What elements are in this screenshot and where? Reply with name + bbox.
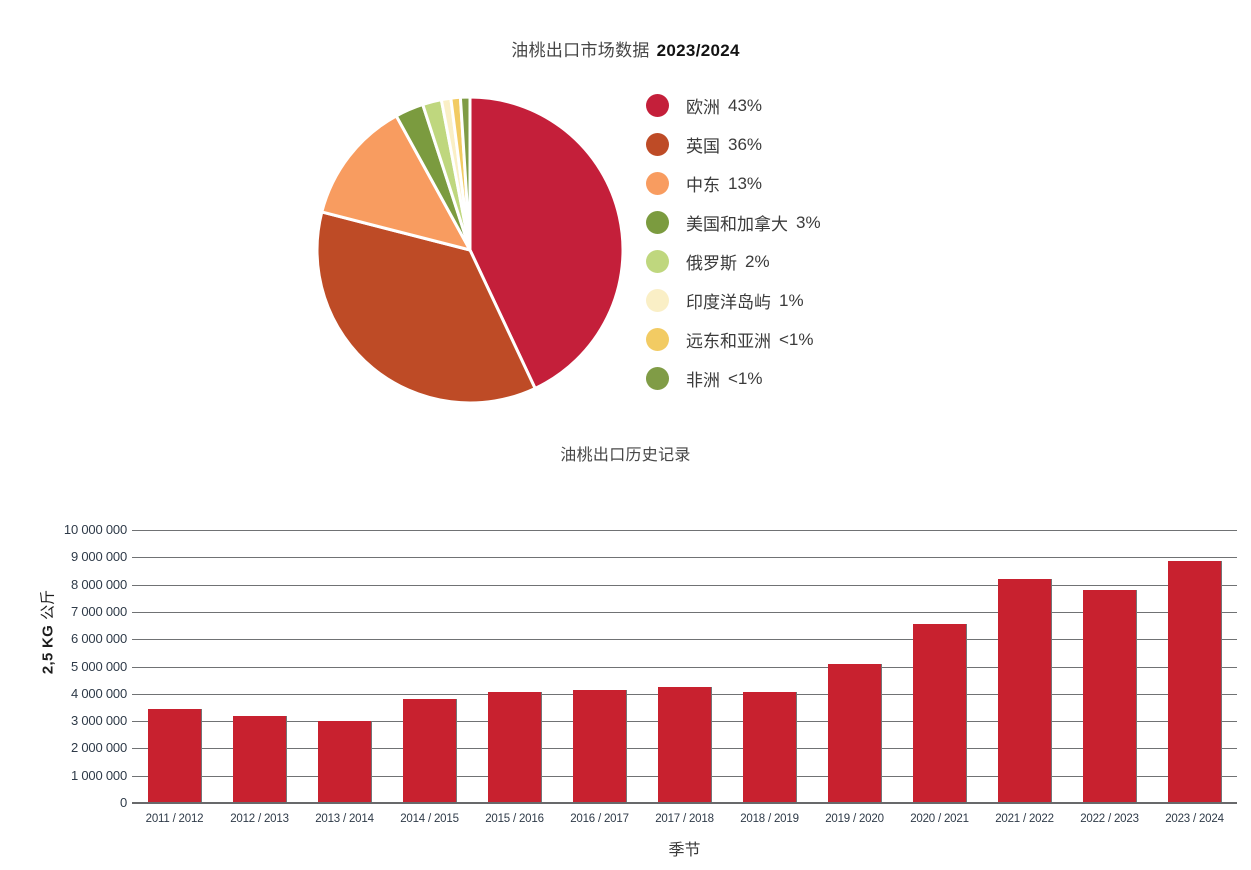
legend-label: 印度洋岛屿 bbox=[686, 293, 771, 312]
bar bbox=[1168, 561, 1222, 803]
y-tick-label: 1 000 000 bbox=[70, 767, 127, 783]
legend-item: 非洲 <1% bbox=[646, 367, 821, 390]
legend-value: <1% bbox=[728, 368, 763, 388]
y-tick-label: 4 000 000 bbox=[70, 685, 127, 701]
legend-swatch bbox=[646, 250, 669, 273]
legend-value: 1% bbox=[779, 290, 804, 310]
x-tick-label: 2011 / 2012 bbox=[145, 813, 204, 825]
legend-value: 36% bbox=[728, 134, 763, 154]
x-tick-label: 2014 / 2015 bbox=[400, 813, 459, 825]
bar bbox=[318, 721, 372, 803]
legend-item: 欧洲 43% bbox=[646, 94, 821, 117]
x-tick-label: 2023 / 2024 bbox=[1165, 813, 1224, 825]
y-tick-label: 5 000 000 bbox=[70, 658, 127, 674]
legend-label: 英国 bbox=[686, 137, 720, 156]
legend-label: 远东和亚洲 bbox=[686, 332, 771, 351]
x-tick-label: 2015 / 2016 bbox=[485, 813, 544, 825]
gridline bbox=[132, 584, 1237, 586]
bar bbox=[488, 692, 542, 803]
legend-swatch bbox=[646, 133, 669, 156]
gridline bbox=[132, 666, 1237, 668]
gridline bbox=[132, 611, 1237, 613]
legend-item: 远东和亚洲 <1% bbox=[646, 328, 821, 351]
y-tick-label: 9 000 000 bbox=[70, 549, 127, 565]
legend-value: <1% bbox=[779, 329, 814, 349]
x-tick-label: 2013 / 2014 bbox=[315, 813, 374, 825]
pie-chart bbox=[315, 95, 625, 405]
bar bbox=[998, 579, 1052, 803]
pie-slice-8 bbox=[458, 95, 472, 252]
legend-label: 美国和加拿大 bbox=[686, 215, 788, 234]
x-axis-tick-labels: 2011 / 2012 2012 / 2013 2013 / 2014 2014 / … bbox=[132, 813, 1237, 825]
y-tick-label: 6 000 000 bbox=[70, 631, 127, 647]
legend-item: 中东 13% bbox=[646, 172, 821, 195]
bar bbox=[573, 689, 627, 803]
pie-title-text: 油桃出口市场数据 bbox=[511, 41, 650, 60]
legend-item: 印度洋岛屿 1% bbox=[646, 289, 821, 312]
bar bbox=[658, 687, 712, 803]
pie-slice-3 bbox=[320, 114, 472, 252]
legend-swatch bbox=[646, 172, 669, 195]
x-tick-label: 2012 / 2013 bbox=[230, 813, 289, 825]
x-tick-label: 2020 / 2021 bbox=[910, 813, 969, 825]
x-axis-title: 季节 bbox=[668, 842, 701, 859]
legend-swatch bbox=[646, 211, 669, 234]
legend-swatch bbox=[646, 328, 669, 351]
legend-value: 43% bbox=[728, 95, 763, 115]
legend-label: 欧洲 bbox=[686, 98, 720, 117]
bar bbox=[403, 699, 457, 803]
x-tick-label: 2016 / 2017 bbox=[570, 813, 629, 825]
bar bbox=[148, 708, 202, 803]
legend-value: 3% bbox=[796, 212, 821, 232]
pie-legend: 欧洲 43% 英国 36% 中东 13% 美国和加拿大 3% 俄罗斯 2% 印度洋岛屿 1% 远东和亚洲… bbox=[646, 94, 821, 406]
x-axis-line bbox=[132, 802, 1237, 804]
pie-slice-1 bbox=[468, 95, 625, 390]
gridline bbox=[132, 530, 1237, 531]
legend-item: 俄罗斯 2% bbox=[646, 250, 821, 273]
x-tick-label: 2021 / 2022 bbox=[995, 813, 1054, 825]
legend-value: 13% bbox=[728, 173, 763, 193]
gridline bbox=[132, 557, 1237, 559]
pie-slice-2 bbox=[315, 210, 537, 405]
bar bbox=[1083, 590, 1137, 803]
legend-swatch bbox=[646, 367, 669, 390]
legend-swatch bbox=[646, 94, 669, 117]
y-tick-label: 10 000 000 bbox=[63, 522, 127, 537]
bar-chart-title: 油桃出口历史记录 bbox=[560, 447, 691, 464]
legend-item: 美国和加拿大 3% bbox=[646, 211, 821, 234]
bar-plot-area bbox=[132, 530, 1237, 804]
bar bbox=[233, 715, 287, 803]
x-tick-label: 2018 / 2019 bbox=[740, 813, 799, 825]
y-tick-label: 8 000 000 bbox=[70, 576, 127, 592]
bar bbox=[743, 692, 797, 803]
legend-label: 非洲 bbox=[686, 371, 720, 390]
pie-chart-title: 油桃出口市场数据 2023/2024 bbox=[0, 36, 1251, 61]
y-tick-label: 7 000 000 bbox=[70, 603, 127, 619]
x-tick-label: 2019 / 2020 bbox=[825, 813, 884, 825]
gridline bbox=[132, 639, 1237, 641]
x-tick-label: 2022 / 2023 bbox=[1080, 813, 1139, 825]
y-tick-label: 2 000 000 bbox=[70, 740, 127, 756]
pie-title-season: 2023/2024 bbox=[656, 41, 740, 60]
legend-item: 英国 36% bbox=[646, 133, 821, 156]
legend-label: 中东 bbox=[686, 176, 720, 195]
legend-label: 俄罗斯 bbox=[686, 254, 737, 273]
legend-value: 2% bbox=[745, 251, 770, 271]
legend-swatch bbox=[646, 289, 669, 312]
bar bbox=[913, 624, 967, 803]
y-tick-label: 3 000 000 bbox=[70, 713, 127, 729]
bar bbox=[828, 663, 882, 803]
x-tick-label: 2017 / 2018 bbox=[655, 813, 714, 825]
y-tick-label: 0 bbox=[119, 795, 127, 810]
